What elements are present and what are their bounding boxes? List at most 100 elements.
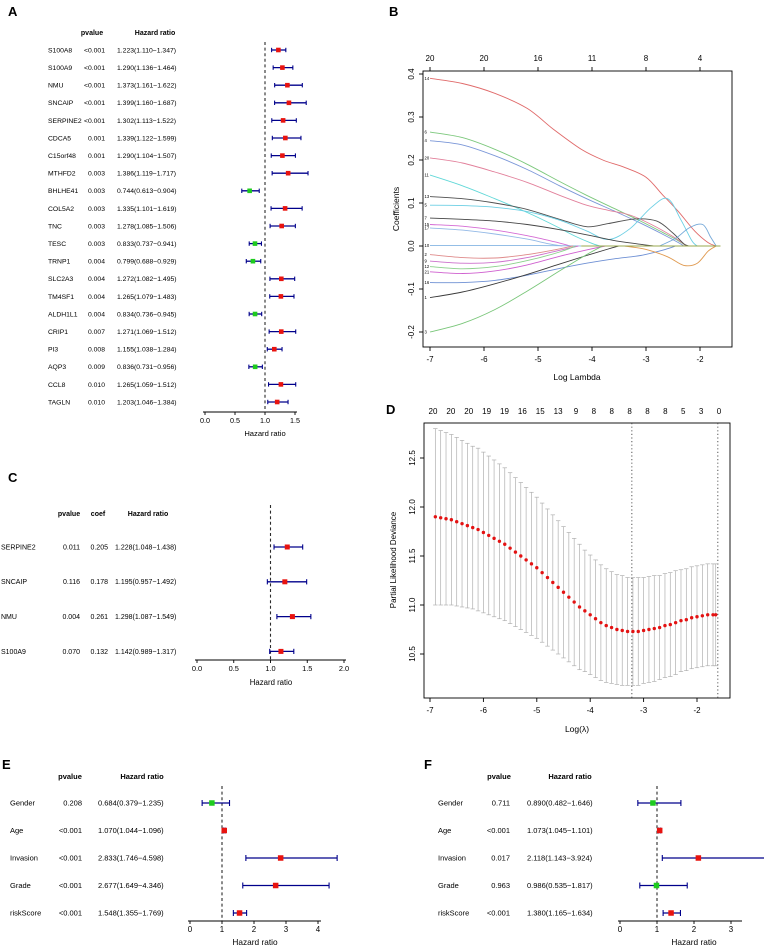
y-tick-label: 0.2 <box>407 154 416 166</box>
top-axis-label: 20 <box>429 407 438 416</box>
row-hr-text: 1.386(1.119−1.717) <box>117 171 176 178</box>
row-pvalue: 0.004 <box>62 614 80 621</box>
row-coef: 0.132 <box>90 649 108 656</box>
coefficient-curve-4 <box>429 140 685 247</box>
col-header-pvalue: pvalue <box>81 30 103 37</box>
row-pvalue: 0.010 <box>88 382 105 389</box>
coefficient-curve-14 <box>429 77 717 247</box>
y-tick-label: 0.0 <box>407 240 416 252</box>
top-axis-label: 16 <box>518 407 527 416</box>
top-axis-label: 15 <box>536 407 545 416</box>
y-tick-label: -0.2 <box>407 325 416 339</box>
hr-marker <box>280 65 285 70</box>
panel-d-label: D <box>386 402 395 417</box>
coefficient-curve-aux <box>624 245 717 267</box>
curve-number-label: 12 <box>425 264 430 269</box>
hr-marker <box>209 800 215 806</box>
hr-marker <box>653 882 660 889</box>
row-name: S100A9 <box>48 65 72 72</box>
deviance-point <box>689 616 694 620</box>
x-tick-label: 1.0 <box>265 664 275 673</box>
row-coef: 0.205 <box>90 544 108 551</box>
row-name: TNC <box>48 223 62 230</box>
panel-c-multivariate-forest-plot: pvalue coef Hazard ratio SERPINE2 0.011 0.205… <box>1 505 349 687</box>
x-tick-label: -3 <box>640 706 648 715</box>
x-tick-label: 0.0 <box>192 664 202 673</box>
row-hr-text: 1.155(1.038−1.284) <box>117 347 177 354</box>
deviance-points <box>433 515 718 634</box>
deviance-point <box>444 517 448 521</box>
row-name: Grade <box>438 881 459 890</box>
row-hr-text: 1.373(1.161−1.622) <box>117 83 177 90</box>
row-name: Invasion <box>10 853 38 862</box>
row-hr-text: 1.228(1.048−1.438) <box>115 544 176 551</box>
top-axis-label: 13 <box>554 407 563 416</box>
x-tick-label: 0 <box>618 925 623 934</box>
hr-marker <box>221 827 227 834</box>
col-header-hazard-ratio: Hazard ratio <box>135 30 175 37</box>
deviance-point <box>636 629 640 634</box>
deviance-point <box>615 627 619 632</box>
row-name: Invasion <box>438 853 466 862</box>
deviance-point <box>567 595 571 599</box>
plot-border <box>422 70 733 348</box>
top-axis-label: 8 <box>663 407 668 416</box>
row-name: TESC <box>48 241 66 248</box>
curve-number-label: 16 <box>425 280 430 285</box>
curve-number-label: 5 <box>425 203 428 208</box>
deviance-point <box>561 590 566 594</box>
hr-marker <box>289 614 295 620</box>
row-pvalue: <0.001 <box>84 47 105 54</box>
hr-marker <box>252 241 258 246</box>
row-pvalue: <0.001 <box>59 908 82 917</box>
deviance-point <box>455 520 459 524</box>
top-axis-label: 0 <box>717 407 722 416</box>
deviance-point <box>449 518 454 522</box>
x-tick-label: 4 <box>316 925 321 934</box>
row-hr-text: 1.223(1.110−1.347) <box>117 47 176 54</box>
top-axis-label: 20 <box>426 54 435 63</box>
top-axis-label: 8 <box>645 407 650 416</box>
row-name: Age <box>438 826 451 835</box>
row-name: Gender <box>438 798 464 807</box>
hr-marker <box>252 364 258 370</box>
row-pvalue: 0.070 <box>62 649 80 656</box>
coefficient-curve-17 <box>429 227 563 247</box>
coefficient-curves <box>429 77 721 333</box>
row-pvalue: <0.001 <box>59 826 82 835</box>
row-name: MTHFD2 <box>48 171 76 178</box>
y-tick-label: 12.5 <box>408 450 417 466</box>
hr-marker <box>277 855 284 861</box>
error-bars <box>433 428 718 686</box>
x-axis-title: Hazard ratio <box>250 678 293 687</box>
row-name: NMU <box>48 83 64 90</box>
deviance-point <box>524 558 528 562</box>
panel-c-label: C <box>8 470 18 485</box>
coefficient-curve-15 <box>429 224 571 247</box>
deviance-point <box>513 550 518 554</box>
row-pvalue: 0.003 <box>88 171 105 178</box>
row-hr-text: 2.118(1.143−3.924) <box>527 853 593 862</box>
top-axis-label: 20 <box>464 407 473 416</box>
row-name: Gender <box>10 798 36 807</box>
top-axis-label: 8 <box>627 407 632 416</box>
row-hr-text: 1.142(0.989−1.317) <box>115 649 176 656</box>
y-tick-label: 0.3 <box>407 111 416 123</box>
row-pvalue: 0.001 <box>88 135 105 142</box>
row-name: NMU <box>1 614 17 621</box>
row-pvalue: 0.004 <box>88 259 105 266</box>
top-axis-label: 20 <box>480 54 489 63</box>
hr-marker <box>278 294 284 299</box>
x-axis-title: Hazard ratio <box>244 429 285 438</box>
top-axis-label: 5 <box>681 407 686 416</box>
row-hr-text: 0.986(0.535−1.817) <box>527 881 593 890</box>
x-tick-label: 1.0 <box>260 416 270 425</box>
deviance-point <box>535 566 539 570</box>
panel-d-partial-likelihood-deviance: 20 20 20 19 19 16 15 13 9 8 8 8 8 8 5 3 0 10.5 11.0 11.5 12.… <box>389 407 731 734</box>
deviance-point <box>609 625 614 630</box>
panel-b-lasso-coefficient-paths: 20 20 16 11 8 40.40.30.20.10.0-0.1-0.2Coeffic… <box>391 54 733 382</box>
curve-number-label: 17 <box>425 225 430 230</box>
deviance-point <box>631 629 635 634</box>
y-tick-label: 10.5 <box>408 646 417 662</box>
col-header-pvalue: pvalue <box>487 772 511 781</box>
